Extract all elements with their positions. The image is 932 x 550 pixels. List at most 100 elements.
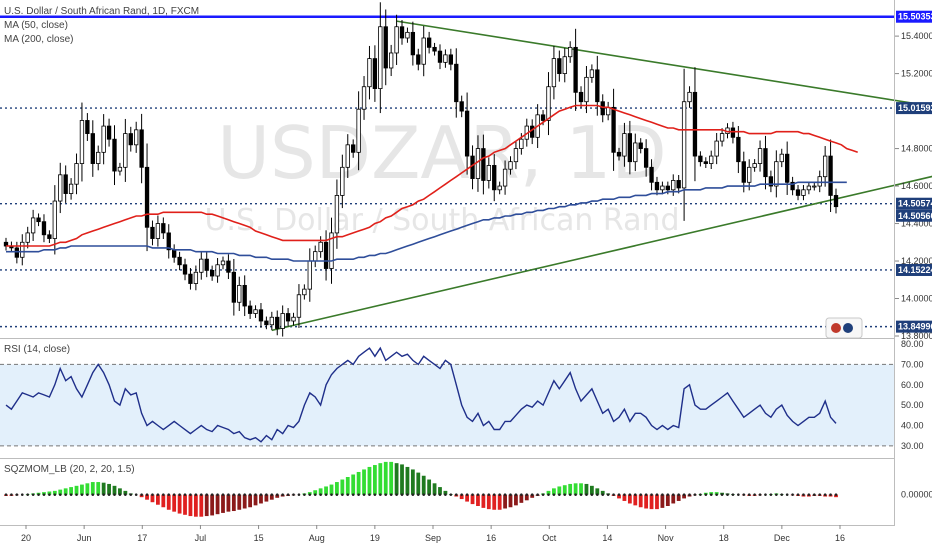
rsi-pane: RSI (14, close) [0, 344, 895, 447]
sqzmom-title: SQZMOM_LB (20, 2, 20, 1.5) [4, 464, 135, 475]
candle [568, 41, 573, 63]
sqzmom-dot [720, 493, 724, 496]
candle [757, 140, 763, 172]
sqzmom-dot [585, 493, 588, 496]
candle-body [329, 232, 334, 269]
sqzmom-dot [227, 493, 230, 496]
sqzmom-dot [677, 493, 680, 496]
candle [497, 181, 502, 195]
sqzmom-dot [205, 493, 209, 496]
sqzmom-dot [514, 493, 518, 496]
candle [41, 214, 47, 243]
candle-body [497, 185, 502, 191]
candle-body [258, 309, 264, 322]
rsi-axis[interactable]: 80.00 70.00 60.00 50.00 40.00 30.00 [901, 339, 924, 451]
candle [112, 125, 117, 186]
candle-body [584, 76, 589, 103]
sqzmom-dot [341, 493, 344, 496]
candle-body [709, 155, 714, 164]
candle [378, 2, 383, 114]
candle [562, 48, 567, 83]
candle-body [204, 258, 209, 271]
candle-body [394, 26, 399, 54]
sqzmom-dot [178, 493, 181, 496]
candle-body [665, 185, 670, 191]
sqzmom-dot [623, 493, 626, 496]
candle [638, 138, 643, 154]
rsi-tick-label: 70.00 [901, 359, 924, 369]
candle [459, 95, 464, 118]
candle [774, 150, 779, 198]
candle [20, 234, 25, 266]
candle-body [736, 136, 741, 163]
candle [199, 251, 204, 280]
sqzmom-axis[interactable]: 0.00000 [901, 490, 932, 500]
sqzmom-dot [221, 493, 225, 496]
candle-body [372, 58, 378, 89]
candle-body [85, 120, 90, 134]
price-axis[interactable]: 15.40000 15.20000 14.80000 14.60000 14.40000… [895, 10, 932, 341]
time-axis[interactable]: 20 Jun 17 Jul 15 Aug 19 Sep 16 Oct 14 Nov 18 Dec 16 [21, 525, 845, 543]
sqzmom-dot [449, 493, 453, 496]
sqzmom-dot [487, 493, 491, 496]
candle [410, 21, 416, 66]
sqzmom-dot [829, 493, 832, 496]
candle-body [638, 142, 643, 149]
sqzmom-dot [107, 493, 111, 496]
candle-body [101, 125, 106, 153]
trendline-1 [271, 175, 932, 332]
sqzmom-dot [15, 493, 19, 496]
candle [557, 50, 562, 82]
sqzmom-dot [492, 493, 496, 496]
sqzmom-dot [704, 493, 708, 496]
candle-body [96, 151, 101, 164]
candle-body [790, 181, 795, 191]
price-tick-label: 13.80000 [901, 331, 932, 341]
candle [345, 134, 350, 178]
candle [106, 118, 112, 147]
sqzmom-dot [31, 493, 35, 496]
candle-body [285, 313, 291, 322]
sqzmom-dot [167, 493, 171, 496]
candle-body [68, 183, 74, 194]
sqzmom-dot [216, 493, 219, 496]
sqzmom-dot [682, 493, 686, 496]
sqzmom-dot [482, 493, 485, 496]
candle-body [714, 140, 719, 157]
sqzmom-dot [606, 493, 610, 496]
candle-body [378, 26, 383, 89]
candle-body [318, 241, 323, 253]
sqzmom-dot [265, 493, 268, 496]
candle-body [546, 86, 551, 121]
candle-body [443, 54, 448, 63]
candle-body [367, 58, 372, 88]
sqzmom-dot [823, 493, 827, 496]
sqzmom-dot [558, 493, 561, 496]
sqzmom-dot [639, 493, 643, 496]
candle-body [296, 294, 302, 318]
candle [372, 45, 378, 102]
candle-body [226, 260, 231, 273]
sqzmom-dot [422, 493, 426, 496]
sqzmom-dot [671, 493, 675, 496]
rsi-line [5, 346, 837, 443]
price-level-label: 13.84996 [898, 322, 932, 332]
candle-body [774, 161, 779, 187]
candle-body [155, 223, 161, 239]
candle-body [112, 138, 117, 172]
candle-body [410, 31, 416, 56]
rsi-tick-label: 40.00 [901, 420, 924, 430]
rsi-tick-label: 80.00 [901, 339, 924, 349]
candle-body [63, 174, 68, 194]
sqzmom-dot [346, 493, 350, 496]
candle [247, 300, 253, 319]
candle-body [654, 181, 660, 191]
watermark-symbol: USDZAR, 1D [217, 111, 666, 195]
candle [795, 185, 801, 201]
candle [627, 120, 633, 175]
candle [676, 174, 681, 194]
candle [513, 141, 519, 170]
candle-body [785, 153, 790, 183]
candle-body [166, 232, 171, 251]
candle [454, 48, 459, 118]
